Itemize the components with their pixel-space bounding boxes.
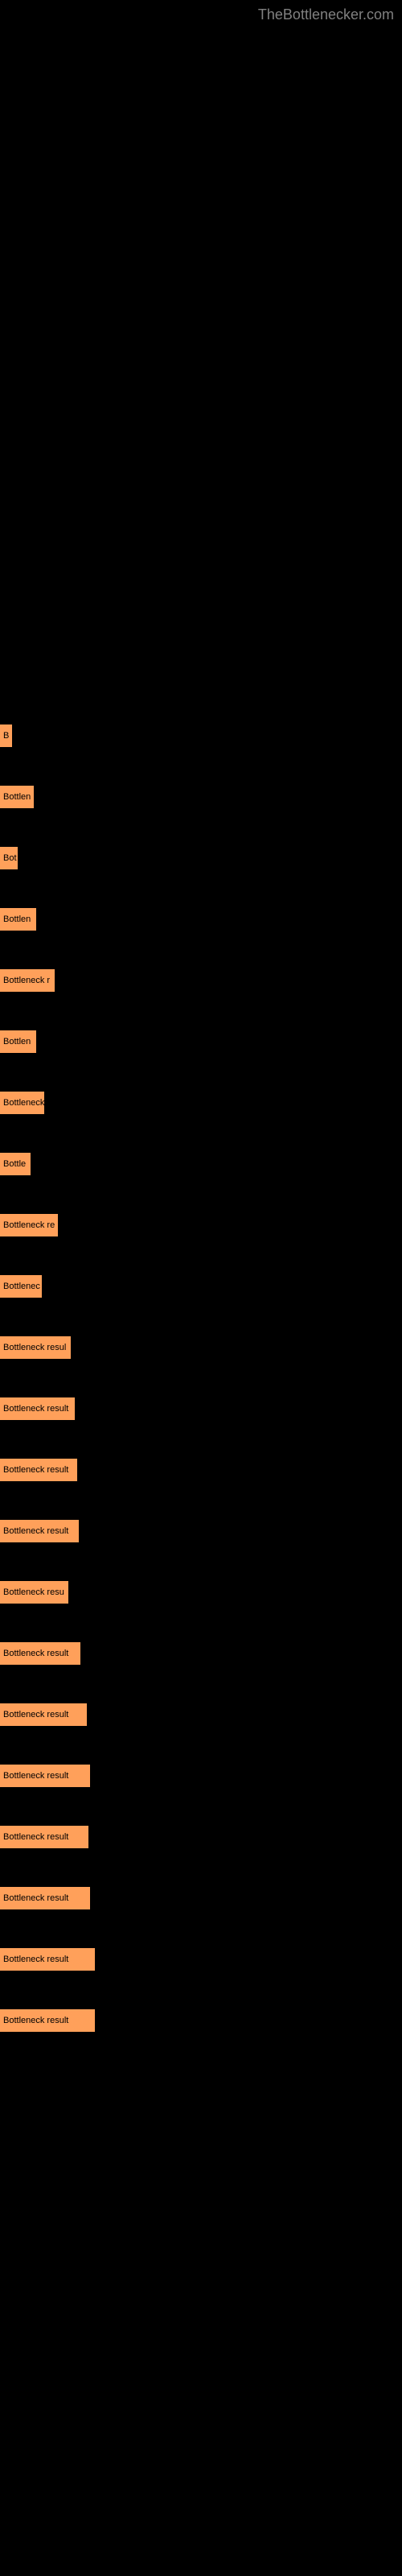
chart-bar: Bottleneck result [0, 1948, 95, 1971]
chart-bar: Bottleneck result [0, 1826, 88, 1848]
bar-row: Bottleneck resul [0, 1336, 402, 1359]
bar-row: B [0, 724, 402, 747]
watermark-text: TheBottlenecker.com [258, 6, 394, 23]
chart-bar: Bottleneck result [0, 1887, 90, 1909]
chart-bar: Bottleneck re [0, 1214, 58, 1236]
chart-bar: Bottleneck result [0, 1520, 79, 1542]
bar-row: Bottleneck result [0, 1520, 402, 1542]
bar-row: Bottleneck result [0, 1765, 402, 1787]
chart-bar: Bottlen [0, 908, 36, 931]
chart-bar: Bottleneck r [0, 969, 55, 992]
bar-row: Bottlen [0, 1030, 402, 1053]
bar-row: Bottleneck result [0, 1887, 402, 1909]
bar-row: Bottleneck re [0, 1214, 402, 1236]
chart-bar: Bottlenec [0, 1275, 42, 1298]
chart-bar: Bottleneck result [0, 1703, 87, 1726]
chart-bar: Bottleneck result [0, 2009, 95, 2032]
chart-bar: Bottleneck [0, 1092, 44, 1114]
bar-row: Bottleneck result [0, 1459, 402, 1481]
bar-row: Bottlenec [0, 1275, 402, 1298]
bar-row: Bottlen [0, 786, 402, 808]
bar-chart: B Bottlen Bot Bottlen Bottleneck r Bottlen Bot… [0, 0, 402, 2032]
bar-row: Bottle [0, 1153, 402, 1175]
bar-row: Bottleneck r [0, 969, 402, 992]
chart-bar: Bottleneck resul [0, 1336, 71, 1359]
bar-row: Bottleneck result [0, 1948, 402, 1971]
chart-bar: Bottleneck result [0, 1397, 75, 1420]
bar-row: Bottleneck result [0, 1703, 402, 1726]
chart-bar: Bottleneck resu [0, 1581, 68, 1604]
chart-bar: Bottleneck result [0, 1765, 90, 1787]
bar-row: Bottleneck result [0, 1642, 402, 1665]
chart-bar: Bottle [0, 1153, 31, 1175]
bar-row: Bottlen [0, 908, 402, 931]
chart-bar: Bottlen [0, 786, 34, 808]
chart-bar: Bottleneck result [0, 1642, 80, 1665]
chart-bar: B [0, 724, 12, 747]
chart-bar: Bottlen [0, 1030, 36, 1053]
bar-row: Bottleneck [0, 1092, 402, 1114]
bar-row: Bottleneck result [0, 1826, 402, 1848]
chart-bar: Bottleneck result [0, 1459, 77, 1481]
bar-row: Bot [0, 847, 402, 869]
bar-row: Bottleneck resu [0, 1581, 402, 1604]
chart-bar: Bot [0, 847, 18, 869]
bar-row: Bottleneck result [0, 2009, 402, 2032]
bar-row: Bottleneck result [0, 1397, 402, 1420]
